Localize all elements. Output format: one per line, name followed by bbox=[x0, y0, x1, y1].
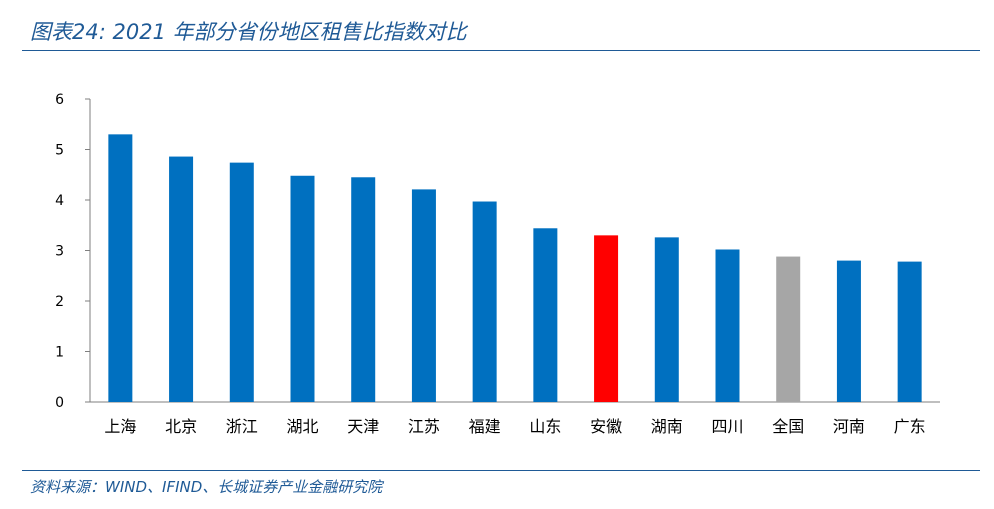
x-tick-label: 安徽 bbox=[590, 417, 622, 436]
x-tick-label: 天津 bbox=[347, 417, 379, 436]
y-tick-label: 0 bbox=[55, 395, 64, 411]
x-tick-label: 上海 bbox=[104, 417, 136, 436]
y-tick-label: 3 bbox=[55, 244, 64, 260]
source-divider bbox=[22, 470, 980, 471]
x-tick-label: 四川 bbox=[711, 417, 743, 436]
y-axis-ticks: 0 1 2 3 4 5 6 bbox=[55, 92, 90, 411]
x-tick-label: 福建 bbox=[469, 417, 501, 436]
x-tick-label: 湖南 bbox=[651, 417, 683, 436]
bar bbox=[411, 189, 436, 402]
bar bbox=[229, 162, 254, 402]
bars bbox=[108, 134, 922, 402]
x-tick-label: 山东 bbox=[529, 417, 561, 436]
bar bbox=[654, 237, 679, 402]
bar bbox=[776, 256, 801, 402]
title-divider bbox=[22, 50, 980, 51]
x-axis-ticks: 上海 北京 浙江 湖北 天津 江苏 福建 山东 安徽 湖南 四川 全国 河南 广东 bbox=[104, 417, 925, 436]
x-tick-label: 河南 bbox=[833, 417, 865, 436]
x-tick-label: 湖北 bbox=[286, 417, 318, 436]
bar bbox=[472, 201, 497, 402]
bar bbox=[290, 175, 315, 402]
x-tick-label: 北京 bbox=[165, 417, 197, 436]
bar bbox=[351, 177, 376, 402]
x-tick-label: 江苏 bbox=[408, 417, 440, 436]
bar bbox=[108, 134, 133, 402]
bar-chart: 0 1 2 3 4 5 6 上海 北京 浙江 湖北 天津 江苏 福建 山东 安徽 湖南 四川 全国 河南 广东 bbox=[55, 92, 940, 436]
x-tick-label: 全国 bbox=[772, 417, 804, 436]
bar bbox=[533, 228, 558, 402]
y-tick-label: 4 bbox=[55, 193, 64, 209]
y-tick-label: 5 bbox=[55, 143, 64, 159]
bar bbox=[594, 235, 619, 402]
bar bbox=[715, 249, 740, 402]
bar bbox=[836, 260, 861, 402]
figure-title: 图表24: 2021 年部分省份地区租售比指数对比 bbox=[30, 20, 467, 44]
x-tick-label: 浙江 bbox=[226, 417, 258, 436]
y-tick-label: 1 bbox=[55, 345, 64, 361]
y-tick-label: 2 bbox=[55, 294, 64, 310]
y-tick-label: 6 bbox=[55, 92, 64, 108]
source-note: 资料来源：WIND、IFIND、长城证券产业金融研究院 bbox=[30, 478, 383, 496]
x-tick-label: 广东 bbox=[894, 417, 926, 436]
bar bbox=[897, 261, 922, 402]
bar bbox=[169, 156, 194, 402]
